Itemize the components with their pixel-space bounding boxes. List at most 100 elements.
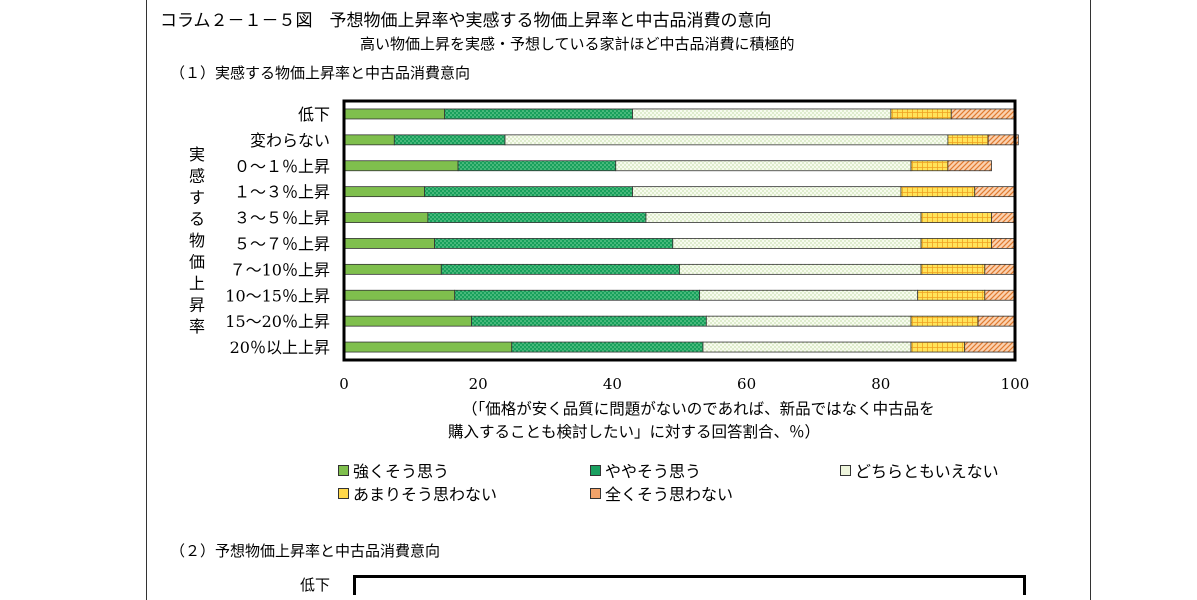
bar-segment <box>917 289 986 301</box>
bar-segment <box>947 134 989 146</box>
bar-segment <box>910 341 966 353</box>
bar-segment <box>910 315 979 327</box>
legend-item: 全くそう思わない <box>590 481 733 505</box>
y-axis-label-char: る <box>189 210 205 229</box>
bar-segment <box>977 315 1016 327</box>
category-label: 15～20％上昇 <box>225 312 330 331</box>
section-2-plot-frame <box>353 575 1026 595</box>
bar-segment <box>343 315 472 327</box>
bar-segment <box>343 289 456 301</box>
bar-segment <box>632 186 902 198</box>
y-axis-label-char: 上 <box>189 274 205 293</box>
bar-segment <box>984 289 1016 301</box>
bar-segment <box>343 263 442 275</box>
y-axis-label-char: 率 <box>189 317 205 336</box>
category-label: １～３％上昇 <box>234 183 330 202</box>
bar-segment <box>343 341 513 353</box>
bar-segment <box>615 160 912 172</box>
legend-label: ややそう思う <box>605 462 702 481</box>
bar-segment <box>679 263 922 275</box>
chart-y-axis-label: 実感する物価上昇率 <box>189 145 205 336</box>
section-2-heading: （２）予想物価上昇率と中古品消費意向 <box>170 542 441 560</box>
y-axis-label-char: 実 <box>189 145 205 164</box>
bar-segment <box>699 289 919 301</box>
category-label: ７～10％上昇 <box>230 260 330 279</box>
bar-segment <box>987 134 1019 146</box>
category-label: ５～７％上昇 <box>234 234 330 253</box>
x-axis-note-line1: （「価格が安く品質に問題がないのであれば、新品ではなく中古品を <box>462 400 935 418</box>
bar-segment <box>964 341 1016 353</box>
legend-label: 強くそう思う <box>353 462 450 481</box>
x-tick-label: 20 <box>469 375 488 393</box>
bar-segment <box>454 289 701 301</box>
bar-segment <box>900 186 976 198</box>
x-tick-label: 40 <box>603 375 622 393</box>
bar-segment <box>645 212 922 223</box>
bar-segment <box>343 108 446 120</box>
legend-swatch <box>338 487 349 499</box>
x-tick-label: 60 <box>737 375 756 393</box>
bar-segment <box>974 186 1016 198</box>
figure-title: コラム２－１－５図 予想物価上昇率や実感する物価上昇率と中古品消費の意向 <box>160 11 772 31</box>
bar-segment <box>427 212 647 223</box>
y-axis-label-char: す <box>189 188 205 207</box>
legend-label: 全くそう思わない <box>605 485 734 504</box>
legend-swatch <box>338 464 349 476</box>
bar-segment <box>947 160 992 172</box>
bar-segment <box>471 315 707 327</box>
bar-segment <box>705 315 912 327</box>
y-axis-label-char: 昇 <box>189 296 205 315</box>
bar-segment <box>984 263 1016 275</box>
category-label: 10～15％上昇 <box>225 286 330 305</box>
legend-label: あまりそう思わない <box>353 485 498 504</box>
bar-segment <box>890 108 952 120</box>
bar-segment <box>440 263 680 275</box>
section-1-heading: （１）実感する物価上昇率と中古品消費意向 <box>170 64 471 82</box>
bar-segment <box>950 108 1016 120</box>
x-axis-note-line2: 購入することも検討したい」に対する回答割合、％） <box>448 423 821 441</box>
x-tick-label: 100 <box>1001 375 1030 393</box>
legend-item: あまりそう思わない <box>338 481 497 505</box>
bar-segment <box>702 341 912 353</box>
category-label: ３～５％上昇 <box>234 209 330 228</box>
bar-segment <box>393 134 506 146</box>
bar-segment <box>343 212 429 223</box>
y-axis-label-char: 物 <box>189 231 205 250</box>
bar-segment <box>343 238 435 249</box>
bar-segment <box>457 160 617 172</box>
bar-segment <box>920 212 992 223</box>
bar-segment <box>991 212 1016 223</box>
bar-segment <box>672 238 922 249</box>
legend-swatch <box>840 464 851 476</box>
bar-segment <box>920 238 992 249</box>
bar-segment <box>343 160 459 172</box>
bar-segment <box>504 134 949 146</box>
bar-segment <box>424 186 633 198</box>
legend-item: 強くそう思う <box>338 458 449 482</box>
category-label: 変わらない <box>250 131 330 150</box>
y-axis-label-char: 価 <box>189 253 205 272</box>
bar-segment <box>444 108 633 120</box>
bar-segment <box>343 134 395 146</box>
bar-segment <box>343 186 425 198</box>
category-label: 低下 <box>298 105 330 124</box>
bar-segment <box>511 341 704 353</box>
legend-swatch <box>590 464 601 476</box>
figure-subtitle: 高い物価上昇を実感・予想している家計ほど中古品消費に積極的 <box>360 35 795 53</box>
legend-label: どちらともいえない <box>855 462 999 481</box>
legend-swatch <box>590 487 601 499</box>
x-tick-label: 80 <box>871 375 890 393</box>
y-axis-label-char: 感 <box>189 167 205 186</box>
bar-segment <box>632 108 892 120</box>
bar-segment <box>920 263 986 275</box>
bar-segment <box>434 238 674 249</box>
bar-segment <box>991 238 1016 249</box>
legend-item: どちらともいえない <box>840 458 999 482</box>
plot-frame <box>342 99 1017 362</box>
category-label: ０～１％上昇 <box>234 157 330 176</box>
category-label: 20％以上上昇 <box>230 338 330 357</box>
legend-item: ややそう思う <box>590 458 701 482</box>
figure-frame <box>146 0 1091 600</box>
x-tick-label: 0 <box>339 375 349 393</box>
